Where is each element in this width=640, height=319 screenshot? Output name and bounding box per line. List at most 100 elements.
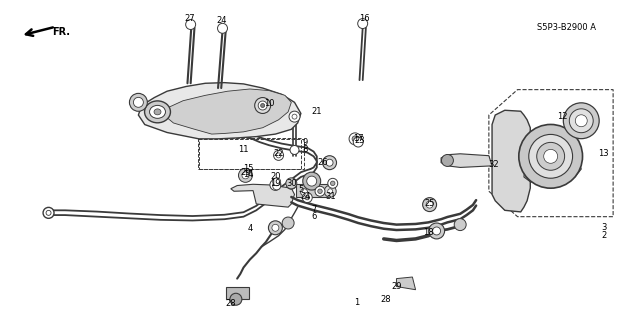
Circle shape	[230, 293, 242, 305]
Circle shape	[316, 189, 323, 196]
Circle shape	[276, 153, 281, 158]
Circle shape	[422, 198, 436, 211]
Text: FR.: FR.	[52, 26, 70, 36]
Bar	[198, 138, 301, 169]
Circle shape	[286, 179, 296, 189]
Circle shape	[186, 19, 196, 29]
Text: 22: 22	[273, 149, 284, 158]
Circle shape	[323, 156, 337, 170]
Text: 9: 9	[302, 138, 307, 147]
Circle shape	[570, 109, 593, 133]
Circle shape	[239, 168, 252, 182]
Polygon shape	[296, 184, 328, 197]
Polygon shape	[492, 110, 531, 212]
Polygon shape	[226, 286, 248, 299]
Text: 6: 6	[311, 212, 316, 221]
Bar	[199, 138, 304, 169]
Circle shape	[301, 189, 308, 196]
Ellipse shape	[145, 101, 170, 123]
Text: 12: 12	[557, 112, 568, 121]
Text: S5P3-B2900 A: S5P3-B2900 A	[537, 23, 596, 32]
Circle shape	[274, 150, 284, 160]
Text: 10: 10	[264, 100, 275, 108]
Circle shape	[537, 142, 564, 170]
Text: 7: 7	[311, 205, 316, 214]
Circle shape	[305, 195, 310, 200]
Text: 5: 5	[298, 185, 303, 194]
Circle shape	[358, 19, 367, 28]
Circle shape	[286, 178, 297, 189]
Text: 28: 28	[225, 299, 236, 308]
Ellipse shape	[154, 109, 161, 115]
Circle shape	[519, 124, 582, 188]
Text: 4: 4	[247, 224, 253, 233]
Circle shape	[317, 189, 323, 194]
Text: 19: 19	[270, 179, 281, 188]
Text: 24: 24	[300, 192, 310, 202]
Circle shape	[242, 172, 249, 179]
Circle shape	[563, 103, 599, 139]
Polygon shape	[138, 83, 301, 139]
Text: 20: 20	[270, 172, 281, 181]
Text: 13: 13	[598, 149, 609, 158]
Circle shape	[273, 178, 281, 186]
Circle shape	[255, 98, 271, 114]
Circle shape	[328, 178, 338, 188]
Circle shape	[268, 221, 282, 235]
Polygon shape	[396, 277, 415, 290]
Text: 2: 2	[601, 231, 606, 240]
Circle shape	[46, 210, 51, 215]
Circle shape	[328, 189, 333, 194]
Circle shape	[529, 134, 573, 178]
Text: 26: 26	[317, 158, 328, 167]
Text: 8: 8	[302, 145, 307, 154]
Text: 30: 30	[286, 179, 296, 188]
Polygon shape	[231, 184, 294, 207]
Text: 32: 32	[489, 160, 499, 169]
Circle shape	[129, 93, 147, 111]
Polygon shape	[441, 154, 492, 167]
Text: 31: 31	[325, 192, 335, 201]
Text: 23: 23	[354, 136, 365, 145]
Text: 16: 16	[359, 14, 370, 23]
Circle shape	[442, 154, 453, 167]
Text: 28: 28	[380, 295, 391, 304]
Circle shape	[349, 133, 361, 145]
Circle shape	[433, 227, 440, 235]
Circle shape	[307, 176, 317, 186]
Circle shape	[260, 103, 265, 108]
Circle shape	[352, 136, 358, 142]
Text: 11: 11	[238, 145, 249, 154]
Circle shape	[426, 201, 433, 208]
Circle shape	[289, 111, 300, 122]
Ellipse shape	[150, 105, 166, 118]
Circle shape	[429, 223, 445, 239]
Circle shape	[282, 217, 294, 229]
Circle shape	[258, 101, 267, 110]
Circle shape	[273, 182, 281, 190]
Text: 3: 3	[601, 223, 606, 232]
Text: 29: 29	[240, 168, 251, 177]
Text: 15: 15	[243, 164, 254, 173]
Circle shape	[272, 224, 279, 231]
Polygon shape	[489, 90, 613, 217]
Circle shape	[303, 172, 321, 190]
Circle shape	[454, 219, 466, 231]
Text: 1: 1	[355, 298, 360, 307]
Circle shape	[43, 207, 54, 218]
Text: 14: 14	[243, 170, 254, 179]
Circle shape	[270, 179, 281, 190]
Circle shape	[273, 182, 278, 187]
Circle shape	[218, 23, 227, 33]
Circle shape	[353, 137, 364, 147]
Text: 24: 24	[216, 16, 227, 25]
Text: 18: 18	[423, 228, 434, 237]
Circle shape	[324, 185, 336, 197]
Circle shape	[326, 159, 333, 166]
Circle shape	[133, 97, 143, 107]
Circle shape	[315, 186, 325, 196]
Circle shape	[544, 149, 557, 163]
Circle shape	[575, 115, 588, 127]
Circle shape	[330, 181, 335, 186]
Circle shape	[289, 182, 294, 187]
